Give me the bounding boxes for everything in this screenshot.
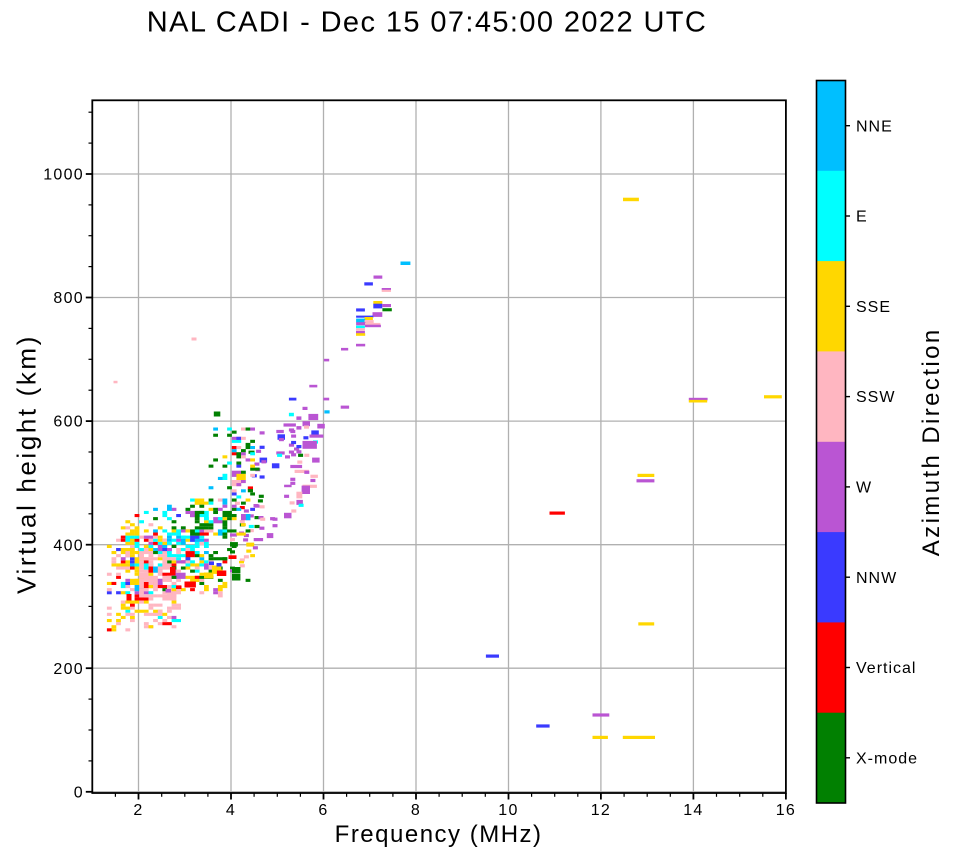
- svg-text:NNE: NNE: [856, 118, 893, 135]
- svg-text:Frequency (MHz): Frequency (MHz): [335, 821, 543, 848]
- svg-text:800: 800: [53, 290, 84, 307]
- svg-text:X-mode: X-mode: [856, 750, 918, 767]
- svg-text:4: 4: [226, 802, 236, 819]
- svg-text:12: 12: [591, 802, 611, 819]
- svg-text:Virtual height (km): Virtual height (km): [12, 334, 42, 594]
- svg-text:0: 0: [74, 784, 84, 801]
- svg-text:2: 2: [133, 802, 143, 819]
- svg-text:14: 14: [683, 802, 703, 819]
- svg-text:NAL CADI - Dec 15 07:45:00 202: NAL CADI - Dec 15 07:45:00 2022 UTC: [147, 7, 708, 39]
- svg-text:6: 6: [318, 802, 328, 819]
- svg-text:Vertical: Vertical: [856, 660, 916, 677]
- svg-text:10: 10: [498, 802, 518, 819]
- svg-text:NNW: NNW: [856, 570, 897, 587]
- svg-text:600: 600: [53, 414, 84, 431]
- svg-text:400: 400: [53, 537, 84, 554]
- svg-text:8: 8: [411, 802, 421, 819]
- svg-text:200: 200: [53, 661, 84, 678]
- svg-text:16: 16: [776, 802, 796, 819]
- svg-text:SSW: SSW: [856, 389, 895, 406]
- svg-text:W: W: [856, 480, 872, 497]
- svg-text:E: E: [856, 209, 868, 226]
- svg-text:Azimuth Direction: Azimuth Direction: [918, 327, 945, 556]
- svg-text:1000: 1000: [43, 167, 84, 184]
- svg-text:SSE: SSE: [856, 299, 891, 316]
